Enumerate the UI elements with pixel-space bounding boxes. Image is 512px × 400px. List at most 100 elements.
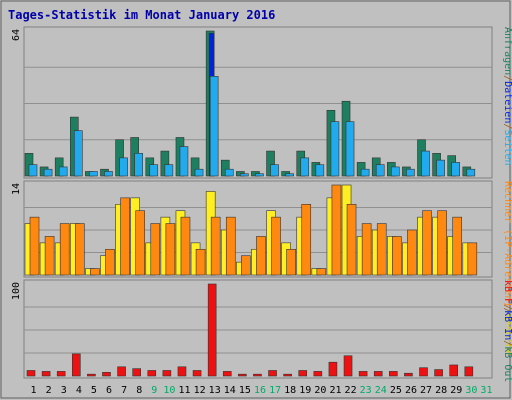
bar-bottom-kb-f	[238, 373, 247, 377]
bar-top-seiten	[104, 171, 113, 177]
bar-top-seiten	[179, 146, 189, 177]
legend-entry: Anfragen	[502, 27, 512, 75]
bar-middle-rechner-ip-adressen-	[256, 236, 266, 276]
legend-entry: /	[502, 123, 512, 129]
bar-bottom-kb-f	[87, 373, 96, 377]
bar-top-seiten	[73, 130, 83, 177]
bar-bottom-kb-f	[268, 370, 277, 377]
bar-middle-rechner-ip-adressen-	[135, 210, 145, 276]
bar-top-seiten	[421, 150, 430, 177]
bar-top-seiten	[240, 173, 249, 177]
bar-top-seiten	[375, 164, 385, 177]
bar-middle-rechner-ip-adressen-	[286, 248, 296, 276]
x-tick-label: 28	[435, 385, 447, 396]
panels: 64 14 100	[11, 26, 493, 379]
panel-top: 64	[11, 26, 493, 179]
legend-entry: Seiten	[502, 129, 512, 165]
x-tick-label: 25	[390, 385, 402, 396]
bar-top-seiten	[330, 121, 340, 177]
bar-top-seiten	[43, 168, 53, 177]
bar-bottom-kb-f	[117, 366, 126, 377]
bar-bottom-kb-f	[298, 370, 308, 377]
bar-bottom-kb-f	[41, 371, 51, 377]
bar-top-seiten	[270, 164, 279, 177]
bar-top-seiten	[451, 162, 461, 177]
x-tick-label: 17	[269, 385, 281, 396]
bar-bottom-kb-f	[177, 366, 187, 377]
bar-top-seiten	[391, 166, 400, 177]
x-tick-label: 14	[224, 385, 236, 396]
bar-middle-rechner-ip-adressen-	[331, 184, 342, 276]
bar-top-seiten	[58, 166, 68, 177]
legend-entry: Rechner (IP-Adressen)	[502, 181, 512, 307]
bar-bottom-kb-f	[389, 371, 398, 377]
legend-entry: kB F	[502, 280, 512, 304]
legend-entry: /	[502, 307, 512, 313]
x-tick-label: 6	[106, 385, 112, 396]
bar-top-seiten	[406, 168, 415, 177]
bar-middle-rechner-ip-adressen-	[392, 236, 402, 276]
bar-middle-rechner-ip-adressen-	[241, 255, 251, 276]
legend-entry: Dateien	[502, 81, 512, 123]
x-tick-label: 30	[465, 385, 477, 396]
bar-top-seiten	[315, 164, 325, 177]
bar-bottom-kb-f	[207, 283, 217, 377]
bar-middle-rechner-ip-adressen-	[437, 210, 447, 276]
x-tick-label: 10	[163, 385, 175, 396]
bar-top-seiten	[255, 173, 264, 177]
bar-middle-rechner-ip-adressen-	[361, 223, 372, 276]
bar-top-seiten	[224, 168, 234, 177]
legend-entry: Besuche	[502, 313, 512, 355]
x-tick-label: 24	[375, 385, 387, 396]
panel-frame-bottom	[23, 279, 493, 379]
bar-bottom-kb-f	[358, 371, 368, 377]
bar-top-seiten	[345, 121, 355, 177]
panel-bottom: 100	[11, 279, 493, 379]
x-tick-label: 22	[345, 385, 357, 396]
bar-middle-rechner-ip-adressen-	[59, 223, 70, 276]
bar-top-seiten	[436, 159, 445, 177]
bar-bottom-kb-f	[56, 371, 66, 377]
bar-middle-rechner-ip-adressen-	[422, 210, 432, 276]
bar-middle-rechner-ip-adressen-	[210, 216, 221, 276]
bar-top-seiten	[194, 168, 204, 177]
bar-bottom-kb-f	[253, 373, 262, 377]
bar-top-seiten	[209, 76, 219, 177]
x-tick-label: 1	[31, 385, 37, 396]
x-tick-label: 2	[46, 385, 52, 396]
bar-middle-rechner-ip-adressen-	[452, 216, 463, 276]
x-tick-label: 23	[360, 385, 372, 396]
bar-middle-rechner-ip-adressen-	[195, 248, 206, 276]
bar-middle-rechner-ip-adressen-	[165, 223, 176, 276]
chart-title: Tages-Statistik im Monat January 2016	[8, 8, 275, 22]
y-max-label-top: 64	[11, 29, 22, 41]
bar-bottom-kb-f	[434, 369, 443, 377]
bar-top-seiten	[134, 153, 143, 177]
legend-middle: Rechner (IP-Adressen)/Besuche	[502, 181, 512, 356]
bar-bottom-kb-f	[147, 370, 157, 377]
bar-middle-rechner-ip-adressen-	[180, 216, 191, 276]
bar-bottom-kb-f	[162, 370, 172, 377]
bar-middle-rechner-ip-adressen-	[301, 203, 312, 276]
bar-top-seiten	[149, 164, 159, 177]
bar-middle-rechner-ip-adressen-	[467, 242, 478, 276]
bar-bottom-kb-f	[313, 371, 323, 377]
x-tick-label: 12	[194, 385, 206, 396]
legend-entry: /	[502, 304, 512, 310]
bar-bottom-kb-f	[449, 364, 459, 377]
x-tick-label: 18	[284, 385, 296, 396]
panel-frame-middle	[23, 180, 493, 278]
bar-middle-rechner-ip-adressen-	[346, 203, 357, 276]
x-tick-label: 8	[136, 385, 142, 396]
bar-middle-rechner-ip-adressen-	[44, 236, 55, 276]
x-tick-label: 16	[254, 385, 266, 396]
legend-bottom: kB F/kB In/kB Out	[502, 280, 512, 382]
panel-frame-top	[23, 26, 493, 179]
bar-top-seiten	[466, 168, 476, 177]
bar-bottom-kb-f	[283, 373, 292, 377]
x-tick-label: 29	[450, 385, 462, 396]
bar-bottom-kb-f	[328, 361, 338, 377]
